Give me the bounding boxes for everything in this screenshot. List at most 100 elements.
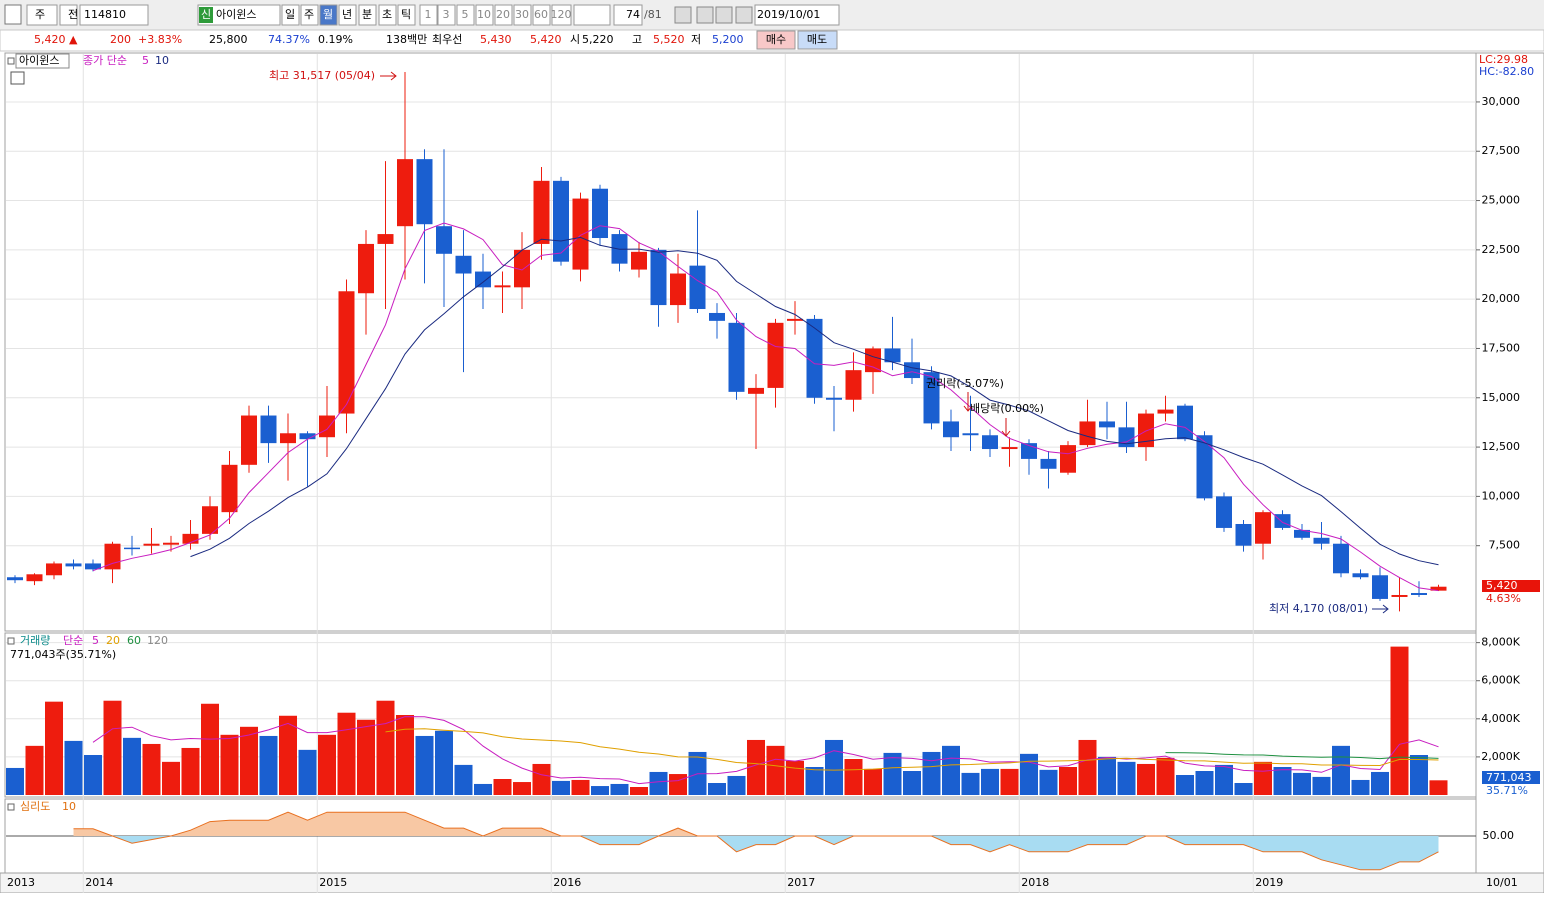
quote-field: 0.19% <box>318 33 353 46</box>
legend-period: 5 <box>142 54 149 67</box>
volume-bar <box>474 783 492 795</box>
volume-bar <box>1410 755 1428 795</box>
volume-bar <box>337 712 356 795</box>
volume-bar <box>1293 772 1311 795</box>
candle-body <box>1294 529 1310 538</box>
toolbar-button[interactable] <box>319 4 338 26</box>
candle-body <box>319 415 335 438</box>
toolbar-button[interactable] <box>532 4 551 26</box>
legend-period: 10 <box>155 54 169 67</box>
volume-period: 5 <box>92 634 99 647</box>
candle-body <box>1157 409 1174 414</box>
candle-body <box>1177 405 1193 440</box>
interval-button: 120 <box>551 8 572 21</box>
volume-bar <box>1351 779 1370 795</box>
toolbar-button[interactable] <box>513 4 532 26</box>
volume-bar <box>903 771 921 795</box>
candle-body <box>1099 421 1115 428</box>
candle-body <box>299 433 316 440</box>
table-icon[interactable] <box>10 71 25 85</box>
candle-body <box>943 421 959 438</box>
y-tick-label: 15,000 <box>1482 391 1521 404</box>
candle-body <box>1060 445 1076 473</box>
tool-icon[interactable] <box>674 6 692 24</box>
volume-bar <box>396 715 414 795</box>
arrow <box>380 71 397 81</box>
toolbar-button[interactable] <box>456 4 475 26</box>
volume-bar <box>1254 761 1272 795</box>
candle-body <box>163 542 179 545</box>
toolbar-button[interactable] <box>338 4 357 26</box>
volume-bar <box>532 763 551 795</box>
toolbar-button[interactable] <box>437 4 456 26</box>
interval-button: 1 <box>425 8 432 21</box>
buy-button[interactable] <box>756 30 796 50</box>
quote-field: 최우선 <box>432 33 462 46</box>
toolbar-button[interactable] <box>300 4 319 26</box>
toolbar-button[interactable] <box>494 4 513 26</box>
y-tick-label: 20,000 <box>1482 292 1521 305</box>
period-tab: 초 <box>382 8 392 21</box>
toolbar-button[interactable] <box>26 4 58 26</box>
x-tick-label: 2018 <box>1021 876 1049 889</box>
volume-bar <box>454 764 473 795</box>
sell-button[interactable] <box>797 30 838 50</box>
candle-body <box>182 533 199 544</box>
toolbar-button[interactable] <box>378 4 397 26</box>
period-tab: 월 <box>323 8 333 21</box>
volume-bar <box>961 772 980 795</box>
candle-body <box>1352 573 1369 578</box>
last-pct-label: 4.63% <box>1486 592 1521 605</box>
panel-icon <box>7 57 15 65</box>
tool-icon[interactable] <box>715 6 733 24</box>
tool-icon[interactable] <box>735 6 753 24</box>
toolbar-button[interactable] <box>613 4 643 26</box>
arrow <box>963 392 973 412</box>
y-tick-label: 30,000 <box>1482 95 1521 108</box>
period-tab: 년 <box>342 8 352 21</box>
interval-button: 60 <box>534 8 548 21</box>
candle-body <box>202 506 218 534</box>
volume-bar <box>610 783 629 795</box>
candle-body <box>65 563 82 567</box>
toolbar-button[interactable] <box>358 4 377 26</box>
toolbar-button[interactable] <box>419 4 438 26</box>
volume-bar <box>513 782 531 795</box>
candle-body <box>1411 593 1427 595</box>
toolbar-button[interactable] <box>59 4 78 26</box>
toolbar-button[interactable] <box>551 4 572 26</box>
toolbar-button[interactable] <box>197 4 281 26</box>
volume-bar <box>825 739 843 795</box>
x-axis <box>0 872 1544 894</box>
ma-line <box>92 222 1439 592</box>
y-tick-label: 22,500 <box>1482 243 1521 256</box>
volume-bar <box>883 752 902 795</box>
legend-indicator: 종가 단순 <box>83 54 127 67</box>
volume-period: 60 <box>127 634 141 647</box>
volume-bar <box>1429 780 1448 795</box>
tool-icon[interactable] <box>696 6 714 24</box>
menu-icon[interactable] <box>4 4 22 25</box>
volume-indicator: 단순 <box>63 634 83 647</box>
toolbar-button[interactable] <box>79 4 149 26</box>
volume-bar <box>708 783 726 795</box>
candle-body <box>670 273 686 306</box>
toolbar-button[interactable] <box>475 4 494 26</box>
toolbar-button[interactable] <box>397 4 416 26</box>
candle-body <box>358 243 374 294</box>
y-tick-label: 8,000K <box>1481 636 1520 649</box>
y-tick-label: 50.00 <box>1483 829 1515 842</box>
volume-bar <box>669 774 687 795</box>
x-tick-label: 2019 <box>1255 876 1283 889</box>
toolbar-button[interactable] <box>281 4 300 26</box>
toolbar-button[interactable] <box>754 4 840 26</box>
volume-bar <box>1098 756 1116 795</box>
quote-field: 5,430 <box>480 33 512 46</box>
date-input: 2019/10/01 <box>757 8 820 21</box>
quote-field: 고 <box>632 33 642 46</box>
volume-bar <box>279 715 297 795</box>
candle-body <box>338 291 355 414</box>
volume-bar <box>240 726 258 795</box>
toolbar-button[interactable] <box>573 4 611 26</box>
